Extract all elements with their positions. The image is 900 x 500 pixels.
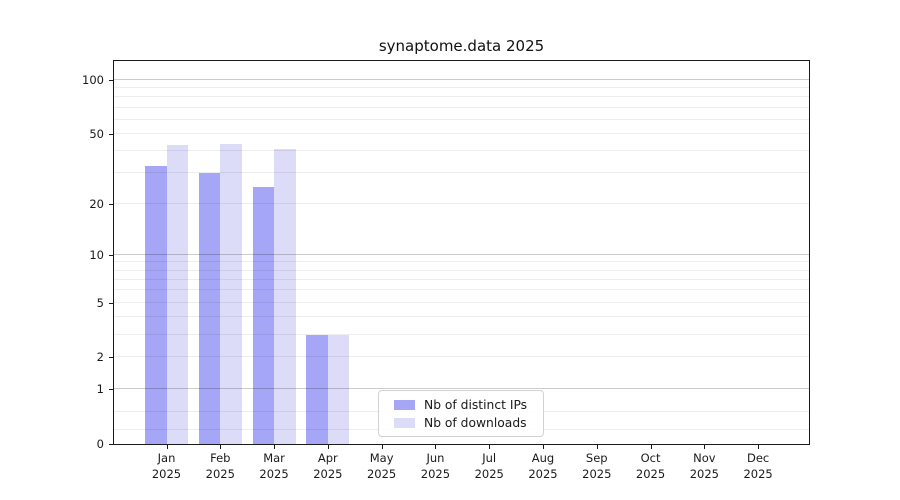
- bar-distinct-ips-mar: [252, 186, 275, 444]
- x-tick-mark-mar: [274, 445, 276, 449]
- y-tick-mark-100: [109, 79, 113, 81]
- gridline-80: [114, 96, 809, 98]
- x-tick-mark-aug: [542, 445, 544, 449]
- gridline-major-10: [114, 253, 809, 255]
- gridline-2: [114, 356, 809, 358]
- bar-downloads-feb: [220, 143, 242, 444]
- y-tick-mark-10: [109, 254, 113, 256]
- y-tick-mark-20: [109, 203, 113, 205]
- x-tick-label-dec: Dec 2025: [743, 451, 773, 481]
- gridline-9: [114, 261, 809, 263]
- bar-downloads-jan: [166, 145, 188, 444]
- x-tick-label-jul: Jul 2025: [474, 451, 504, 481]
- x-tick-label-aug: Aug 2025: [528, 451, 558, 481]
- x-tick-label-may: May 2025: [366, 451, 397, 481]
- y-tick-label-1: 1: [96, 382, 104, 397]
- legend-label-downloads: Nb of downloads: [424, 415, 527, 430]
- legend: Nb of distinct IPs Nb of downloads: [378, 390, 544, 437]
- x-tick-mark-jul: [489, 445, 491, 449]
- bar-downloads-mar: [274, 148, 296, 444]
- gridline-major-1: [114, 388, 809, 390]
- x-tick-label-feb: Feb 2025: [205, 451, 235, 481]
- gridline-6: [114, 289, 809, 291]
- legend-item-downloads: Nb of downloads: [394, 416, 543, 430]
- gridline-20: [114, 202, 809, 204]
- x-tick-label-jan: Jan 2025: [151, 451, 182, 481]
- legend-swatch-distinct-ips: [394, 399, 415, 410]
- gridline-3: [114, 333, 809, 335]
- x-tick-label-apr: Apr 2025: [313, 451, 343, 481]
- gridline-4: [114, 315, 809, 317]
- legend-swatch-downloads: [394, 417, 415, 428]
- x-tick-mark-jan: [166, 445, 168, 449]
- gridline-50: [114, 132, 809, 134]
- legend-item-distinct-ips: Nb of distinct IPs: [394, 398, 543, 412]
- gridline-30: [114, 171, 809, 173]
- x-tick-mark-may: [381, 445, 383, 449]
- y-tick-label-10: 10: [89, 247, 104, 262]
- gridline-7: [114, 278, 809, 280]
- y-tick-label-5: 5: [96, 295, 104, 310]
- y-tick-label-100: 100: [82, 72, 104, 87]
- y-tick-mark-1: [109, 389, 113, 391]
- bar-distinct-ips-jan: [145, 165, 167, 444]
- gridline-5: [114, 301, 809, 303]
- gridline-major-100: [114, 78, 809, 80]
- gridline-60: [114, 118, 809, 120]
- y-tick-mark-5: [109, 302, 113, 304]
- y-tick-label-0: 0: [96, 437, 104, 451]
- y-tick-mark-2: [109, 357, 113, 359]
- y-tick-mark-50: [109, 133, 113, 135]
- x-tick-label-mar: Mar 2025: [259, 451, 289, 481]
- x-tick-mark-jun: [435, 445, 437, 449]
- gridline-70: [114, 106, 809, 108]
- bar-distinct-ips-feb: [198, 172, 221, 444]
- bar-downloads-apr: [327, 334, 350, 444]
- y-tick-label-50: 50: [89, 126, 104, 141]
- x-tick-label-nov: Nov 2025: [689, 451, 719, 481]
- gridline-8: [114, 269, 809, 271]
- x-tick-mark-oct: [650, 445, 652, 449]
- x-tick-mark-nov: [704, 445, 706, 449]
- bar-distinct-ips-apr: [306, 334, 328, 444]
- legend-label-distinct-ips: Nb of distinct IPs: [424, 397, 528, 412]
- x-tick-mark-dec: [758, 445, 760, 449]
- x-tick-label-jun: Jun 2025: [420, 451, 451, 481]
- gridline-90: [114, 86, 809, 88]
- plot-area: [113, 60, 810, 445]
- y-tick-label-2: 2: [96, 350, 104, 365]
- chart-title: synaptome.data 2025: [378, 37, 545, 55]
- x-tick-mark-feb: [220, 445, 222, 449]
- gridline-40: [114, 149, 809, 151]
- y-tick-mark-0: [109, 444, 113, 445]
- x-tick-label-oct: Oct 2025: [635, 451, 666, 481]
- x-tick-label-sep: Sep 2025: [582, 451, 612, 481]
- x-tick-mark-apr: [327, 445, 329, 449]
- x-tick-mark-sep: [596, 445, 598, 449]
- y-tick-label-20: 20: [89, 196, 104, 211]
